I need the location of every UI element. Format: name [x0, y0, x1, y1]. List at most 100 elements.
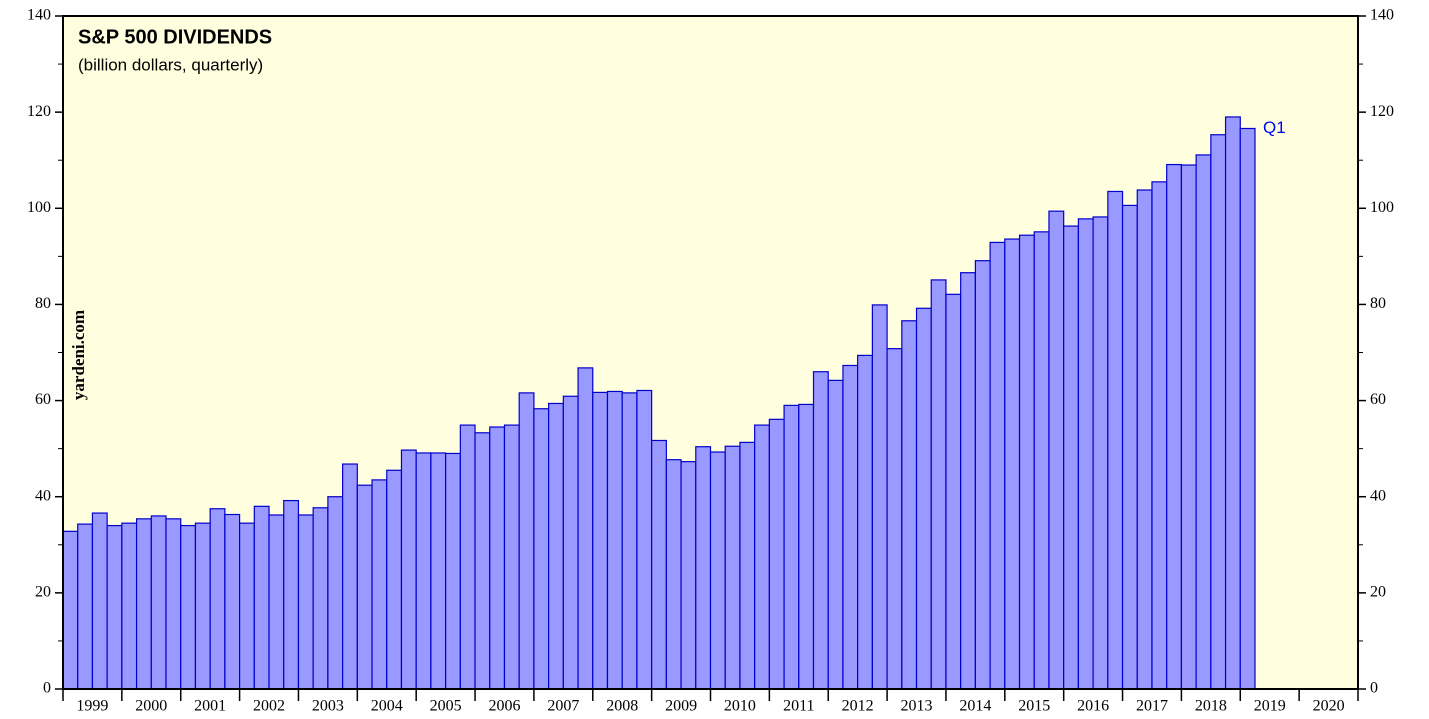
bar — [798, 403, 815, 690]
annotation: Q1 — [1263, 118, 1286, 137]
bar — [1033, 231, 1050, 690]
bar — [724, 445, 741, 690]
bar — [651, 439, 667, 690]
bar — [783, 404, 800, 690]
bar — [901, 320, 918, 690]
bar — [1210, 134, 1227, 690]
bar — [180, 524, 197, 690]
bar — [915, 307, 932, 690]
bar — [548, 402, 564, 690]
bar — [1077, 218, 1094, 690]
bar — [577, 367, 594, 690]
bar — [224, 513, 241, 690]
y-tick-label: 40 — [35, 487, 51, 504]
bar — [194, 522, 211, 690]
bar — [606, 390, 623, 690]
x-tick-label: 2013 — [901, 698, 933, 715]
bar — [1166, 163, 1183, 690]
bar — [1018, 234, 1035, 690]
bar — [1063, 225, 1079, 690]
y2-tick-label: 0 — [1370, 680, 1378, 697]
bar — [827, 379, 844, 690]
bar — [356, 484, 373, 690]
x-tick-label: 2015 — [1018, 698, 1050, 715]
x-tick-label: 2011 — [783, 698, 814, 715]
bar — [165, 518, 182, 690]
bar — [327, 496, 344, 690]
bar — [709, 451, 726, 690]
bar — [135, 518, 152, 690]
x-tick-label: 2010 — [724, 698, 756, 715]
bar — [930, 279, 947, 690]
bar — [1136, 189, 1153, 690]
bar — [106, 524, 123, 690]
y-tick-label: 20 — [35, 584, 51, 601]
bar — [680, 461, 697, 690]
x-tick-label: 2014 — [959, 698, 991, 715]
x-tick-label: 2017 — [1136, 698, 1168, 715]
bar — [1195, 154, 1212, 690]
bar — [91, 512, 108, 690]
x-tick-label: 2004 — [371, 698, 403, 715]
chart-subtitle: (billion dollars, quarterly) — [78, 55, 263, 74]
x-tick-label: 2000 — [135, 698, 167, 715]
y2-tick-label: 80 — [1370, 295, 1386, 312]
bar — [474, 432, 491, 690]
bar — [621, 392, 638, 690]
bar — [1151, 181, 1168, 690]
y-tick-label: 140 — [27, 7, 51, 24]
bar — [268, 514, 285, 690]
bar — [636, 389, 653, 690]
bar — [754, 424, 770, 690]
bar — [503, 424, 520, 690]
bar — [1107, 190, 1124, 690]
bar — [1121, 204, 1138, 690]
bar — [400, 449, 417, 690]
bar — [253, 505, 270, 690]
bar — [857, 354, 873, 690]
bar — [518, 392, 535, 690]
x-tick-label: 2018 — [1195, 698, 1227, 715]
y2-tick-label: 40 — [1370, 487, 1386, 504]
y2-tick-label: 140 — [1370, 7, 1394, 24]
bar — [77, 523, 94, 690]
x-tick-label: 2020 — [1313, 698, 1345, 715]
bar — [960, 272, 976, 690]
y-tick-label: 60 — [35, 391, 51, 408]
bar — [1004, 238, 1021, 690]
x-tick-label: 2009 — [665, 698, 697, 715]
y-tick-label: 80 — [35, 295, 51, 312]
x-tick-label: 2001 — [194, 698, 226, 715]
x-tick-label: 2016 — [1077, 698, 1109, 715]
y2-tick-label: 120 — [1370, 103, 1394, 120]
chart-title: S&P 500 DIVIDENDS — [78, 26, 272, 48]
x-tick-label: 2008 — [606, 698, 638, 715]
bar — [1048, 210, 1065, 690]
bar — [430, 452, 447, 690]
bar — [592, 391, 609, 690]
bar — [562, 395, 579, 690]
bar — [297, 514, 314, 690]
bar — [886, 348, 903, 690]
bar — [945, 293, 962, 690]
x-tick-label: 2005 — [430, 698, 462, 715]
bar — [489, 426, 506, 690]
bar — [62, 530, 79, 690]
bar — [739, 441, 756, 690]
x-tick-label: 2012 — [842, 698, 874, 715]
bar — [1224, 116, 1241, 690]
bar — [371, 479, 388, 690]
bar — [150, 515, 167, 690]
bar — [312, 507, 329, 690]
bar — [386, 469, 403, 690]
bar — [842, 364, 859, 690]
y-tick-label: 100 — [27, 199, 51, 216]
bar — [1092, 216, 1109, 690]
y2-tick-label: 100 — [1370, 199, 1394, 216]
x-tick-label: 2006 — [488, 698, 520, 715]
bar — [121, 522, 138, 690]
y-tick-label: 0 — [43, 680, 51, 697]
source-label: yardeni.com — [69, 310, 88, 400]
bar — [209, 508, 226, 690]
